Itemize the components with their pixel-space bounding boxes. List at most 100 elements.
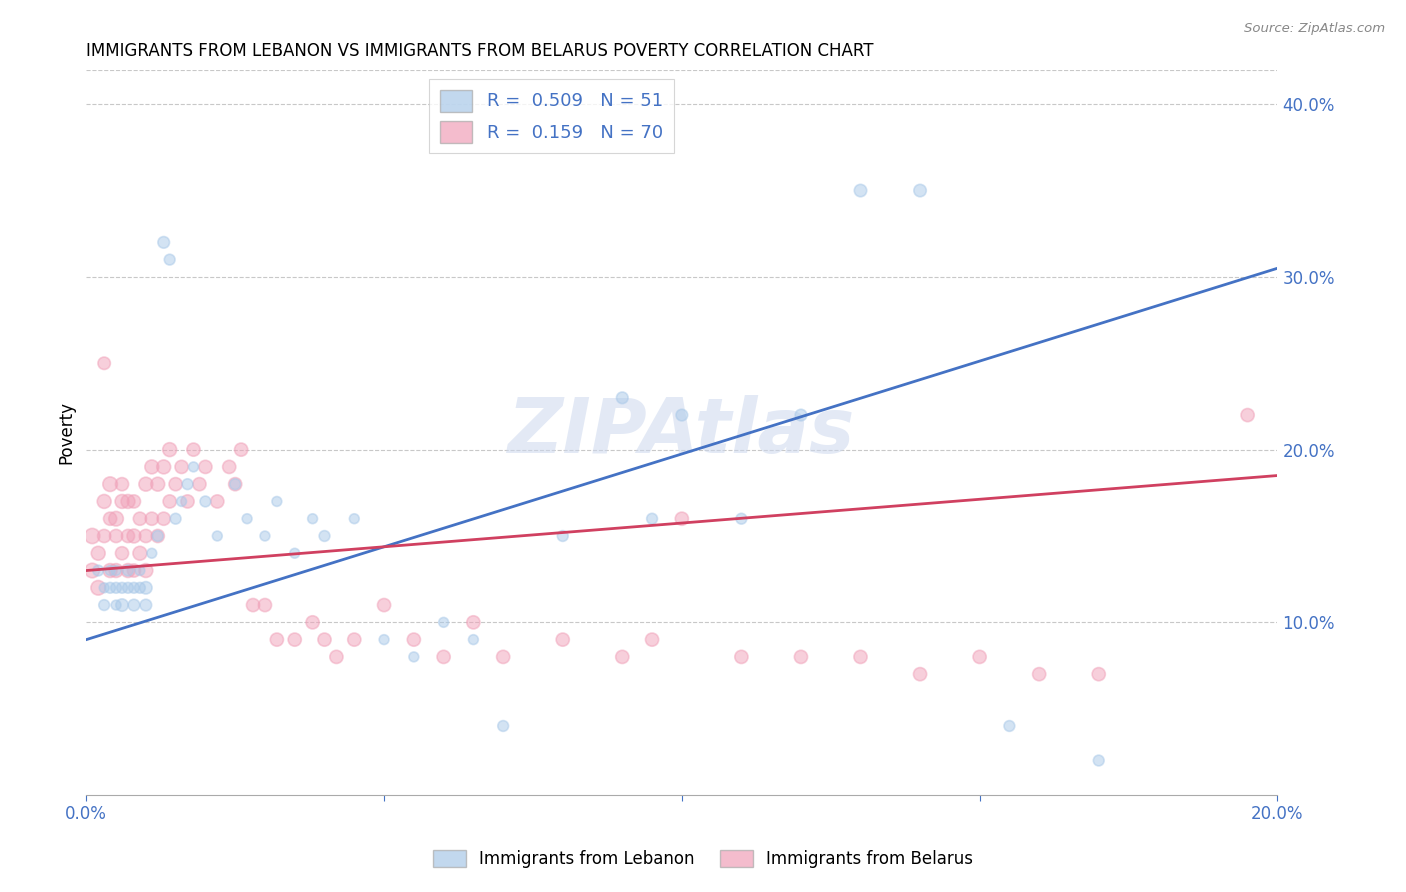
Point <box>111 581 134 595</box>
Point <box>98 477 121 491</box>
Point <box>176 494 198 508</box>
Point <box>98 512 121 526</box>
Point <box>790 649 813 664</box>
Point <box>93 356 115 370</box>
Point <box>141 459 163 474</box>
Point <box>98 564 121 578</box>
Point <box>87 564 110 578</box>
Point <box>284 632 307 647</box>
Point <box>128 564 150 578</box>
Point <box>849 184 872 198</box>
Point <box>236 512 259 526</box>
Point <box>266 632 288 647</box>
Point <box>463 615 485 630</box>
Point <box>152 512 174 526</box>
Point <box>612 391 634 405</box>
Point <box>87 546 110 560</box>
Point <box>122 494 145 508</box>
Point <box>492 719 515 733</box>
Point <box>146 477 169 491</box>
Point <box>135 598 157 612</box>
Point <box>224 477 246 491</box>
Point <box>266 494 288 508</box>
Point <box>183 459 205 474</box>
Point <box>433 615 456 630</box>
Point <box>98 564 121 578</box>
Point <box>224 477 246 491</box>
Point <box>159 442 181 457</box>
Point <box>194 459 217 474</box>
Point <box>117 529 139 543</box>
Point <box>231 442 253 457</box>
Point <box>135 477 157 491</box>
Point <box>135 581 157 595</box>
Y-axis label: Poverty: Poverty <box>58 401 75 464</box>
Point <box>671 408 693 422</box>
Point <box>463 632 485 647</box>
Point <box>152 459 174 474</box>
Point <box>141 546 163 560</box>
Point <box>188 477 211 491</box>
Point <box>343 512 366 526</box>
Point <box>159 252 181 267</box>
Point <box>325 649 347 664</box>
Point <box>152 235 174 250</box>
Point <box>111 477 134 491</box>
Point <box>98 581 121 595</box>
Point <box>551 529 574 543</box>
Point <box>82 529 104 543</box>
Point <box>165 512 187 526</box>
Point <box>908 667 931 681</box>
Point <box>1028 667 1050 681</box>
Point <box>183 442 205 457</box>
Point <box>373 598 395 612</box>
Point <box>105 564 128 578</box>
Point <box>93 598 115 612</box>
Point <box>122 529 145 543</box>
Legend: Immigrants from Lebanon, Immigrants from Belarus: Immigrants from Lebanon, Immigrants from… <box>426 843 980 875</box>
Point <box>207 529 229 543</box>
Point <box>105 529 128 543</box>
Point <box>170 494 193 508</box>
Point <box>1236 408 1258 422</box>
Point <box>253 529 276 543</box>
Point <box>93 581 115 595</box>
Point <box>207 494 229 508</box>
Point <box>242 598 264 612</box>
Point <box>253 598 276 612</box>
Point <box>122 564 145 578</box>
Point <box>301 615 323 630</box>
Point <box>135 564 157 578</box>
Point <box>105 598 128 612</box>
Text: ZIPAtlas: ZIPAtlas <box>508 395 855 469</box>
Point <box>314 529 336 543</box>
Text: Source: ZipAtlas.com: Source: ZipAtlas.com <box>1244 22 1385 36</box>
Text: IMMIGRANTS FROM LEBANON VS IMMIGRANTS FROM BELARUS POVERTY CORRELATION CHART: IMMIGRANTS FROM LEBANON VS IMMIGRANTS FR… <box>86 42 873 60</box>
Point <box>128 581 150 595</box>
Point <box>170 459 193 474</box>
Point <box>141 512 163 526</box>
Point <box>117 581 139 595</box>
Point <box>146 529 169 543</box>
Point <box>105 512 128 526</box>
Point <box>128 546 150 560</box>
Point <box>301 512 323 526</box>
Point <box>176 477 198 491</box>
Point <box>492 649 515 664</box>
Point <box>402 632 425 647</box>
Point <box>1087 667 1109 681</box>
Point <box>1087 754 1109 768</box>
Point <box>82 564 104 578</box>
Point <box>284 546 307 560</box>
Point <box>135 529 157 543</box>
Point <box>551 632 574 647</box>
Point <box>730 649 752 664</box>
Point <box>730 512 752 526</box>
Point <box>373 632 395 647</box>
Point <box>998 719 1021 733</box>
Point <box>128 512 150 526</box>
Point <box>165 477 187 491</box>
Point <box>612 649 634 664</box>
Point <box>87 581 110 595</box>
Point <box>117 564 139 578</box>
